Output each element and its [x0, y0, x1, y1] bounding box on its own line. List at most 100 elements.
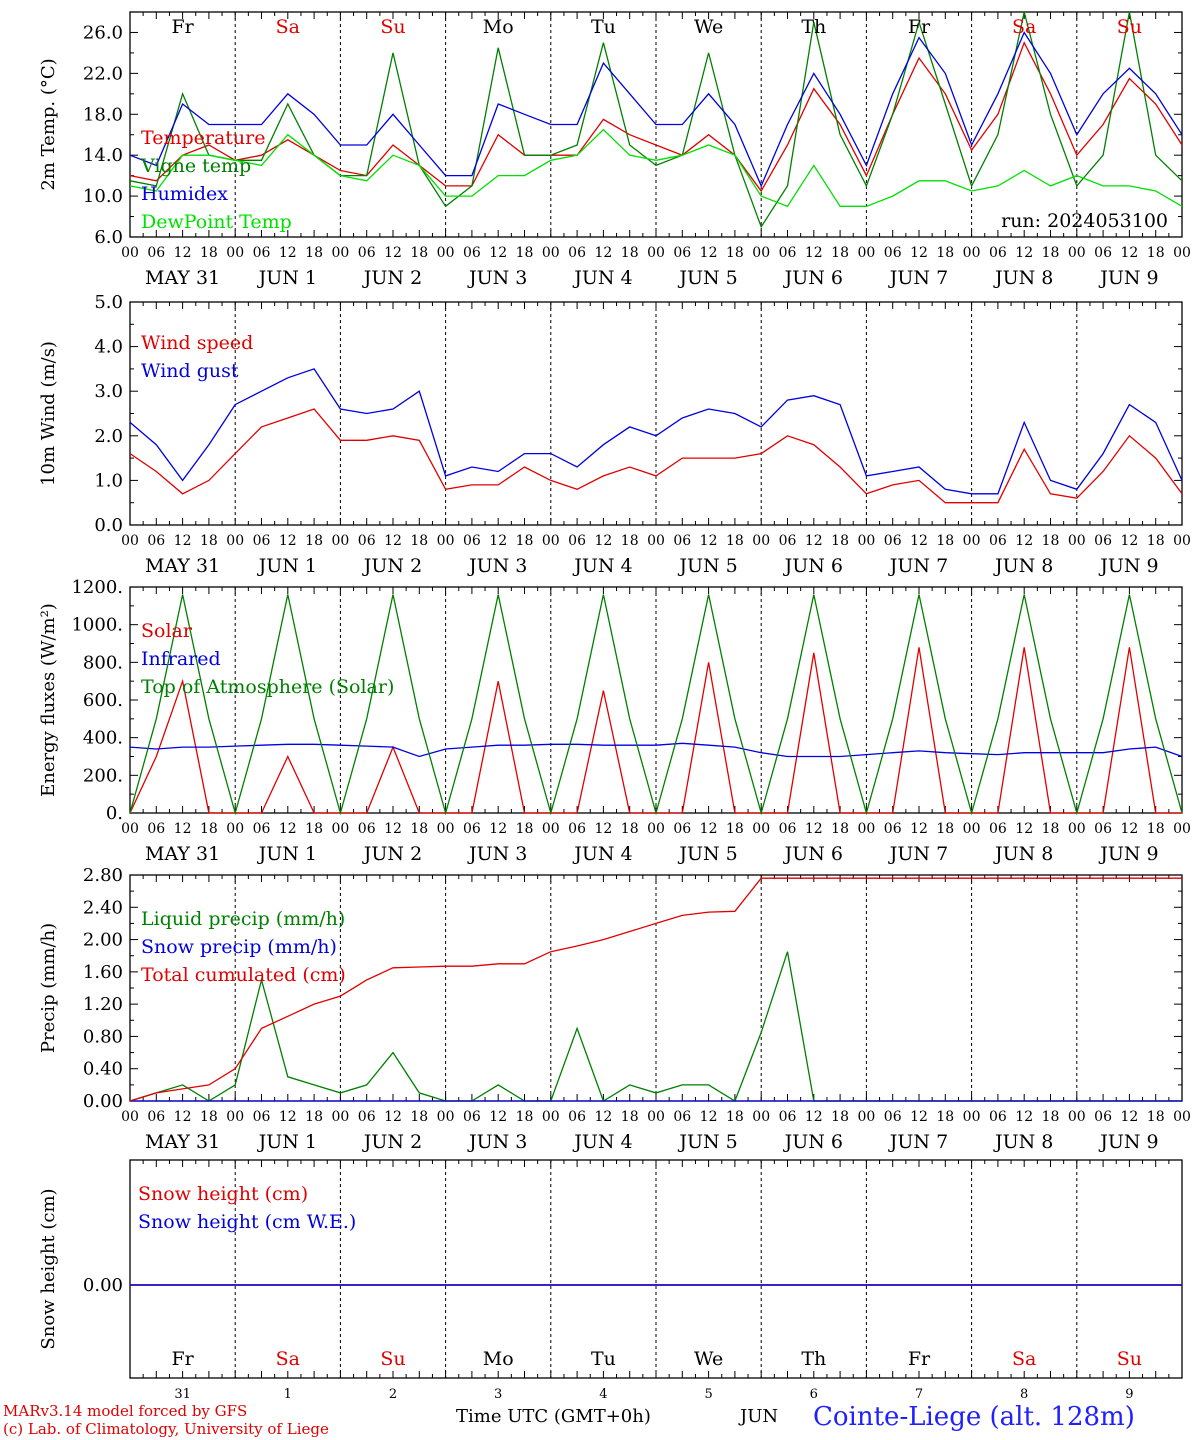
hour-label: 00 [226, 533, 244, 549]
y-tick-label: 2.40 [83, 897, 123, 918]
weekday-label: Sa [1012, 16, 1036, 38]
hour-label: 00 [963, 1109, 981, 1125]
series-line [129, 742, 1183, 758]
y-tick-label: 22.0 [83, 63, 123, 84]
hour-label: 18 [1147, 1109, 1165, 1125]
hour-label: 12 [700, 1109, 718, 1125]
date-label: JUN 4 [572, 1131, 632, 1153]
meteogram: 6.010.014.018.022.026.02m Temp. (°C) Temp… [38, 11, 1191, 1400]
date-label: MAY 31 [145, 843, 220, 865]
y-tick-label: 800. [83, 652, 123, 673]
hour-label: 06 [673, 245, 691, 261]
hour-label: 06 [253, 1109, 271, 1125]
hour-label: 12 [594, 821, 612, 837]
hour-label: 06 [884, 1109, 902, 1125]
hour-label: 18 [726, 821, 744, 837]
date-label: JUN 8 [993, 267, 1053, 289]
hour-label: 12 [489, 1109, 507, 1125]
hour-label: 06 [463, 533, 481, 549]
date-label: JUN 8 [993, 555, 1053, 577]
hour-label: 18 [936, 821, 954, 837]
hour-label: 12 [700, 245, 718, 261]
hour-label: 12 [174, 245, 192, 261]
series-line [129, 41, 1183, 193]
hour-label: 06 [884, 245, 902, 261]
hour-label: 18 [305, 533, 323, 549]
weekday-label: Su [1117, 1348, 1142, 1370]
hour-label: 00 [752, 821, 770, 837]
hour-label: 00 [752, 533, 770, 549]
date-label: JUN 7 [888, 843, 948, 865]
weekday-label: Su [1117, 16, 1142, 38]
legend-entry: Total cumulated (cm) [141, 964, 346, 986]
hour-label: 06 [253, 821, 271, 837]
hour-label: 18 [516, 245, 534, 261]
weekday-label: Th [801, 1348, 826, 1370]
hour-label: 00 [647, 821, 665, 837]
hour-label: 18 [516, 821, 534, 837]
hour-label: 18 [1042, 1109, 1060, 1125]
hour-label: 18 [621, 821, 639, 837]
weekday-label: Sa [276, 16, 300, 38]
y-axis-label: Precip (mm/h) [38, 923, 59, 1053]
hour-label: 06 [779, 533, 797, 549]
hour-label: 18 [305, 245, 323, 261]
hour-label: 06 [1094, 821, 1112, 837]
hour-label: 00 [1068, 1109, 1086, 1125]
hour-label: 06 [989, 1109, 1007, 1125]
weekday-label: Fr [171, 16, 194, 38]
hour-label: 00 [1068, 821, 1086, 837]
hour-label: 12 [489, 821, 507, 837]
hour-label: 00 [1173, 821, 1191, 837]
hour-label: 00 [1068, 533, 1086, 549]
hour-label: 00 [857, 1109, 875, 1125]
weekday-label: We [694, 16, 723, 38]
series-line [129, 11, 1183, 229]
hour-label: 06 [779, 1109, 797, 1125]
hour-label: 06 [1094, 1109, 1112, 1125]
hour-label: 18 [1042, 245, 1060, 261]
hour-label: 18 [831, 1109, 849, 1125]
hour-label: 12 [910, 245, 928, 261]
hour-label: 18 [831, 245, 849, 261]
hour-label: 12 [279, 821, 297, 837]
hour-label: 18 [726, 245, 744, 261]
date-label: JUN 6 [783, 267, 843, 289]
hour-label: 12 [910, 1109, 928, 1125]
date-label: MAY 31 [145, 1131, 220, 1153]
hour-label: 12 [594, 533, 612, 549]
day-number: 5 [704, 1387, 712, 1400]
hour-label: 18 [200, 533, 218, 549]
hour-label: 18 [831, 821, 849, 837]
weekday-label: Su [380, 1348, 405, 1370]
y-tick-label: 1.0 [94, 470, 123, 491]
hour-label: 06 [463, 245, 481, 261]
y-tick-label: 0.40 [83, 1059, 123, 1080]
hour-label: 18 [621, 533, 639, 549]
hour-label: 00 [542, 821, 560, 837]
hour-label: 12 [1015, 245, 1033, 261]
hour-label: 06 [568, 533, 586, 549]
hour-label: 06 [253, 533, 271, 549]
y-tick-label: 0.80 [83, 1026, 123, 1047]
series-line [129, 128, 1183, 208]
date-label: JUN 5 [677, 267, 737, 289]
weekday-label: Fr [908, 16, 931, 38]
hour-label: 06 [568, 1109, 586, 1125]
y-tick-label: 1.60 [83, 962, 123, 983]
legend-entry: Wind speed [141, 332, 253, 354]
y-tick-label: 6.0 [94, 227, 123, 248]
hour-label: 12 [1120, 533, 1138, 549]
date-label: JUN 2 [362, 1131, 422, 1153]
hour-label: 06 [673, 533, 691, 549]
hour-label: 06 [779, 245, 797, 261]
time-axis-label: Time UTC (GMT+0h) [456, 1406, 651, 1427]
weekday-label: Sa [276, 1348, 300, 1370]
hour-label: 00 [331, 533, 349, 549]
weekday-label: Fr [171, 1348, 194, 1370]
hour-label: 18 [936, 245, 954, 261]
hour-label: 12 [594, 1109, 612, 1125]
plot-frame [129, 301, 1183, 526]
hour-label: 18 [200, 245, 218, 261]
y-axis-label: 2m Temp. (°C) [38, 58, 59, 190]
